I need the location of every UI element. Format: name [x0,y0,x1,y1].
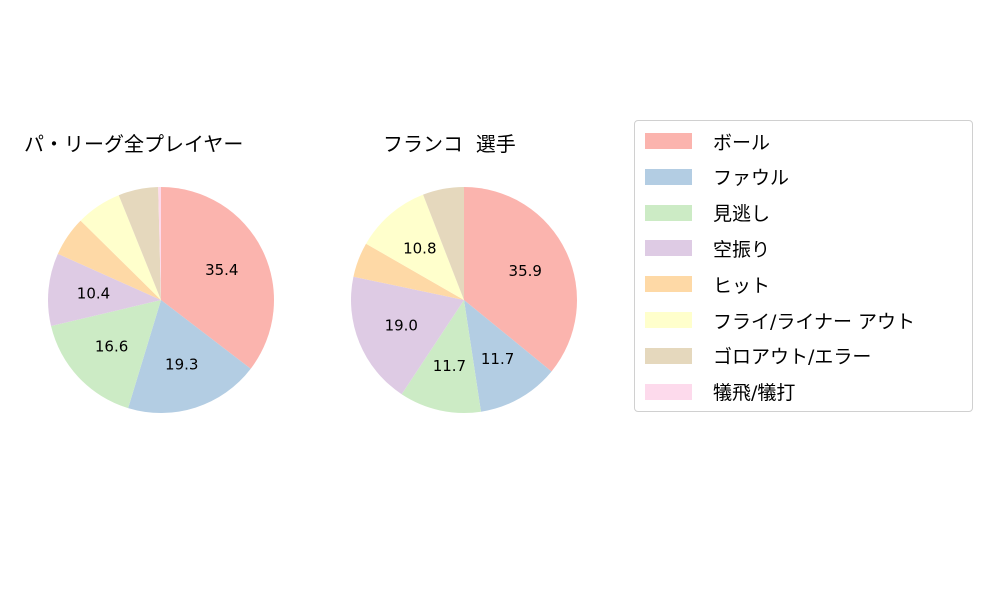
slice-value-label: 10.4 [77,285,110,303]
legend-item: 空振り [645,236,771,261]
left-pie-chart: 35.4 19.3 16.6 10.4 [48,187,274,413]
pie-slice [401,300,481,413]
pie-slice [80,195,161,300]
slice-value-label: 19.0 [385,317,418,335]
slice-value-label: 10.8 [403,240,436,258]
slice-value-label: 11.7 [433,357,466,375]
pie-slice [464,187,577,372]
legend-swatch [645,133,692,149]
right-pie-chart: 35.9 11.7 11.7 19.0 10.8 [351,187,577,413]
legend-label: ファウル [713,167,790,190]
legend-label: 見逃し [713,203,771,226]
legend-label: ボール [713,131,771,154]
slice-value-label: 19.3 [165,356,198,374]
pie-slice [118,187,161,300]
slice-value-label: 11.7 [481,350,514,368]
legend: ボールファウル見逃し空振りヒットフライ/ライナー アウト ゴロアウト/エラー 犠飛/… [634,120,973,412]
legend-swatch [645,383,692,400]
legend-swatch [645,276,692,293]
legend-swatch [645,347,692,364]
legend-label: 犠飛/犠打 [713,382,796,405]
legend-label: 空振り [713,238,771,261]
legend-item: ゴロアウト/エラー [645,344,871,368]
legend-item: ファウル [645,165,789,189]
legend-swatch [645,240,692,257]
legend-item: 犠飛/犠打 [645,380,795,404]
slice-value-label: 35.9 [509,262,542,280]
pie-slice [57,220,161,300]
legend-swatch [645,204,692,221]
legend-label: ヒット [713,274,771,297]
legend-swatch [645,168,692,185]
pie-slice [48,253,161,327]
left-pie-title: パ・リーグ全プレイヤー [24,132,244,156]
pie-slice [351,276,464,395]
slice-value-label: 35.4 [205,261,238,279]
legend-item: 見逃し [645,201,770,225]
legend-item: ヒット [645,272,771,297]
pie-slice [366,194,464,300]
pie-slice [51,300,161,409]
legend-item: ボール [645,129,771,154]
pie-slice [161,187,274,369]
pie-slice [158,187,161,300]
legend-swatch [645,312,692,328]
pie-slice [423,187,464,300]
pie-slice [353,243,464,300]
legend-label: ゴロアウト/エラー [713,346,872,369]
pie-slice [128,300,251,413]
slice-value-label: 16.6 [95,337,128,355]
legend-label: フライ/ライナー アウト [713,310,916,333]
right-pie-title: フランコ 選手 [383,132,516,156]
legend-item: フライ/ライナー アウト [645,308,916,333]
pie-slice [464,300,552,412]
